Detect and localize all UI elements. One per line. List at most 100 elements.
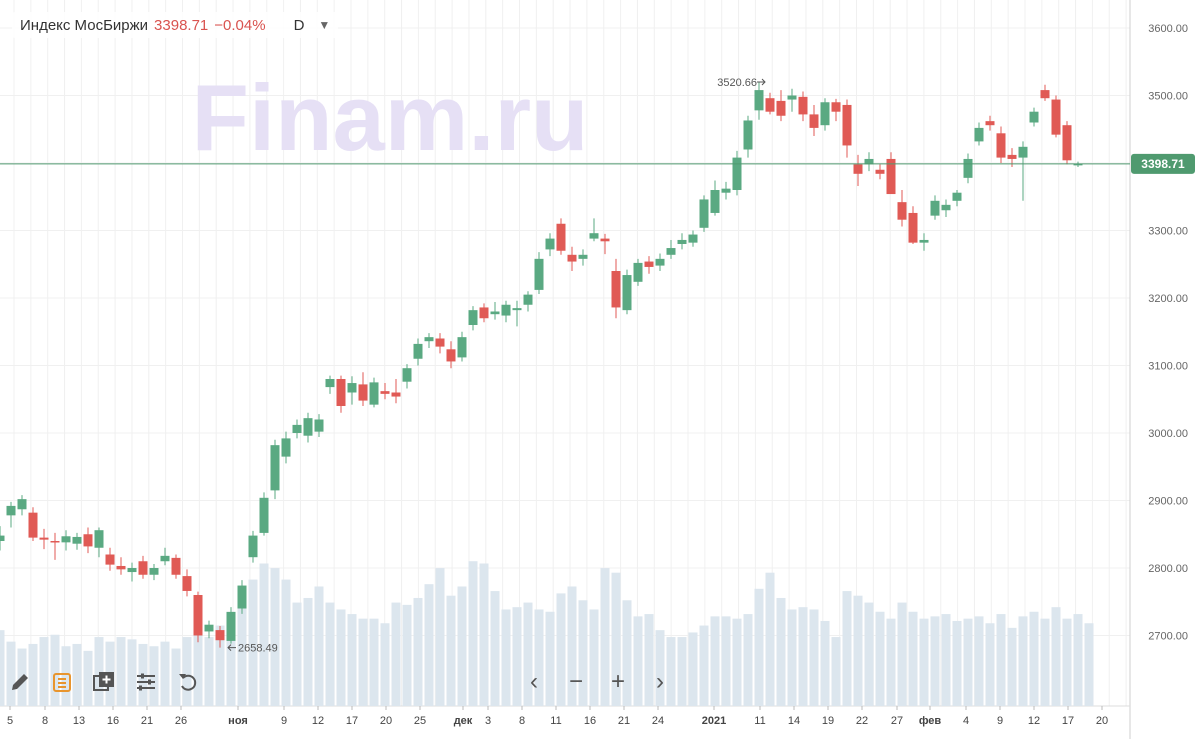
candle xyxy=(182,569,192,597)
zoom-out-icon[interactable]: − xyxy=(568,668,583,695)
x-tick-label: 17 xyxy=(1062,715,1074,727)
candle-body xyxy=(1062,125,1072,161)
list-icon[interactable] xyxy=(48,668,76,696)
candle-body xyxy=(358,384,368,401)
candle-body xyxy=(1073,163,1083,166)
candle-body xyxy=(292,424,302,433)
candle xyxy=(908,206,918,244)
candle xyxy=(72,532,82,550)
candle xyxy=(380,383,390,400)
candle xyxy=(831,98,841,122)
x-tick-label: 14 xyxy=(788,715,800,727)
candle xyxy=(578,249,588,266)
candle-body xyxy=(853,164,863,174)
candle xyxy=(710,180,720,216)
candle-body xyxy=(325,379,335,388)
chevron-right-icon[interactable]: › xyxy=(656,668,664,695)
pencil-icon[interactable] xyxy=(6,668,34,696)
candle xyxy=(336,375,346,413)
candle-body xyxy=(787,95,797,100)
candle xyxy=(1018,141,1028,201)
settings-sliders-icon[interactable] xyxy=(132,668,160,696)
volume-bar xyxy=(94,637,104,706)
candle xyxy=(424,333,434,348)
candle-body xyxy=(402,368,412,382)
x-tick-label: 27 xyxy=(891,715,903,727)
y-tick-label: 3000.00 xyxy=(1148,428,1188,440)
candle-body xyxy=(446,349,456,362)
volume-bar xyxy=(28,643,38,706)
candle-body xyxy=(424,337,434,342)
x-tick-label: 24 xyxy=(652,715,664,727)
x-tick-label: 20 xyxy=(380,715,392,727)
watermark-text: Finam.ru xyxy=(192,65,589,170)
candle xyxy=(897,190,907,227)
volume-bar xyxy=(512,607,522,706)
low-annotation: 2658.49 xyxy=(227,643,278,655)
x-tick-label: 21 xyxy=(141,715,153,727)
undo-icon[interactable] xyxy=(174,668,202,696)
candle xyxy=(149,563,159,581)
candle xyxy=(556,218,566,255)
volume-bar xyxy=(325,602,335,706)
candle xyxy=(941,199,951,217)
x-tick-label: 8 xyxy=(42,715,48,727)
candle xyxy=(83,527,93,554)
volume-bar xyxy=(556,593,566,706)
candle-body xyxy=(193,595,203,636)
chevron-down-icon[interactable]: ▼ xyxy=(318,18,331,32)
candle xyxy=(787,88,797,112)
volume-bar xyxy=(963,618,973,706)
candle xyxy=(292,419,302,439)
y-tick-label: 3600.00 xyxy=(1148,23,1188,35)
candle-body xyxy=(138,561,148,575)
candle-body xyxy=(17,499,27,510)
x-tick-label: фев xyxy=(919,715,942,727)
candle xyxy=(0,526,5,551)
candle xyxy=(6,501,16,528)
volume-bar xyxy=(50,634,60,706)
candle xyxy=(468,306,478,331)
candle xyxy=(160,547,170,566)
candle-body xyxy=(919,239,929,243)
candle-body xyxy=(435,338,445,347)
x-tick-label: 13 xyxy=(73,715,85,727)
candle xyxy=(138,555,148,579)
candle xyxy=(270,439,280,500)
y-tick-label: 2700.00 xyxy=(1148,631,1188,643)
volume-bar xyxy=(116,637,126,706)
volume-bar xyxy=(358,618,368,706)
volume-bar xyxy=(281,579,291,706)
candle-body xyxy=(578,254,588,259)
volume-bar xyxy=(391,602,401,706)
candle xyxy=(501,300,511,323)
candle-body xyxy=(94,530,104,548)
zoom-in-icon[interactable]: + xyxy=(610,668,625,695)
interval-selector[interactable]: D xyxy=(293,16,305,34)
add-indicator-icon[interactable] xyxy=(90,668,118,696)
candle xyxy=(809,104,819,136)
candle xyxy=(215,626,225,648)
candle-body xyxy=(985,121,995,126)
candle-body xyxy=(1007,154,1017,159)
volume-bar xyxy=(743,614,753,706)
volume-bar xyxy=(39,637,49,706)
candle xyxy=(853,154,863,186)
chevron-left-icon[interactable]: ‹ xyxy=(530,668,538,695)
x-tick-label: 12 xyxy=(312,715,324,727)
y-axis: 3600.003500.003400.003300.003200.003100.… xyxy=(1148,23,1188,643)
volume-bar xyxy=(270,568,280,706)
candle-body xyxy=(699,199,709,228)
volume-bar xyxy=(1073,614,1083,706)
volume-bar xyxy=(479,563,489,706)
candle xyxy=(490,302,500,320)
candle xyxy=(985,115,995,131)
volume-bar xyxy=(490,591,500,706)
volume-bar xyxy=(985,623,995,706)
candle xyxy=(457,331,467,362)
instrument-name[interactable]: Индекс МосБиржи xyxy=(20,16,149,34)
candle xyxy=(534,252,544,294)
candle xyxy=(952,190,962,207)
candle-body xyxy=(347,383,357,393)
